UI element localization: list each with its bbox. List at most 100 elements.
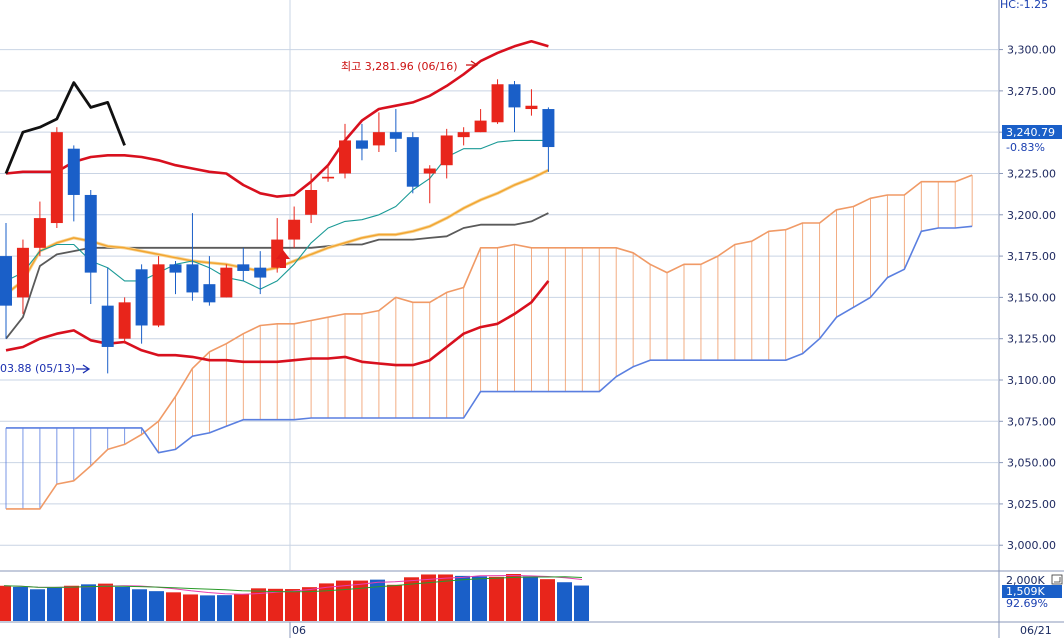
volume-bar bbox=[506, 574, 521, 621]
y-tick-label: 3,025.00 bbox=[1007, 498, 1056, 511]
maximize-icon bbox=[1054, 577, 1061, 583]
header-indicator-text: HC:-1.25 bbox=[1000, 0, 1048, 11]
volume-bar bbox=[183, 594, 198, 621]
y-tick-label: 3,275.00 bbox=[1007, 85, 1056, 98]
y-tick-label: 3,225.00 bbox=[1007, 167, 1056, 180]
high-arrow-icon bbox=[466, 60, 479, 70]
candle-body bbox=[440, 135, 453, 166]
volume-bar bbox=[217, 595, 232, 621]
price-change-text: -0.83% bbox=[1006, 141, 1045, 154]
y-tick-label: 3,125.00 bbox=[1007, 333, 1056, 346]
y-tick-label: 3,050.00 bbox=[1007, 457, 1056, 470]
volume-bar bbox=[557, 582, 572, 621]
candle-body bbox=[84, 194, 97, 273]
volume-max-label: 2,000K bbox=[1006, 574, 1045, 587]
volume-bar bbox=[540, 579, 555, 621]
y-tick-label: 3,100.00 bbox=[1007, 374, 1056, 387]
volume-bar bbox=[319, 583, 334, 621]
candle-body bbox=[50, 132, 63, 224]
y-tick-label: 3,175.00 bbox=[1007, 250, 1056, 263]
candle-body bbox=[372, 132, 385, 146]
volume-bar bbox=[302, 587, 317, 621]
volume-bar bbox=[30, 589, 45, 621]
volume-bar bbox=[421, 574, 436, 621]
volume-bar bbox=[81, 584, 96, 621]
candle-body bbox=[101, 305, 114, 347]
candle-body bbox=[355, 140, 368, 149]
candle-body bbox=[152, 264, 165, 326]
volume-badge bbox=[1002, 585, 1062, 598]
candle-body bbox=[16, 247, 29, 298]
candle-body bbox=[135, 269, 148, 326]
volume-bar bbox=[200, 595, 215, 621]
candle-body bbox=[508, 84, 521, 108]
volume-ratio-label: 92.69% bbox=[1006, 597, 1048, 610]
volume-bar bbox=[353, 580, 368, 621]
price-badge-value: 3,240.79 bbox=[1006, 126, 1055, 139]
leading-span-b-line bbox=[6, 225, 973, 454]
last-date-label: 06/21 bbox=[1020, 624, 1052, 637]
volume-bar bbox=[132, 589, 147, 621]
volume-bar bbox=[387, 584, 402, 621]
candle-body bbox=[33, 218, 46, 248]
volume-bar bbox=[251, 588, 266, 621]
candle-body bbox=[118, 302, 131, 339]
candle-body bbox=[457, 132, 470, 138]
candlestick-series bbox=[0, 79, 555, 374]
volume-bar bbox=[574, 585, 589, 621]
volume-bar bbox=[234, 593, 249, 621]
volume-bar bbox=[115, 586, 130, 621]
candle-body bbox=[423, 168, 436, 174]
high-annotation: 최고 3,281.96 (06/16) bbox=[341, 60, 458, 73]
candle-body bbox=[220, 267, 233, 298]
volume-bar bbox=[149, 591, 164, 621]
bollinger-upper-line bbox=[5, 40, 549, 198]
volume-bar bbox=[47, 587, 62, 621]
candle-body bbox=[67, 148, 80, 195]
candle-body bbox=[474, 120, 487, 133]
ichimoku-cloud bbox=[5, 174, 973, 510]
volume-bar bbox=[523, 576, 538, 621]
volume-bar bbox=[370, 579, 385, 621]
y-tick-label: 3,075.00 bbox=[1007, 415, 1056, 428]
candle-body bbox=[406, 137, 419, 187]
candle-body bbox=[525, 105, 538, 110]
candle-body bbox=[491, 84, 504, 123]
volume-bar bbox=[455, 575, 470, 621]
low-arrow-icon bbox=[76, 364, 91, 374]
panel-toggle-button[interactable] bbox=[1051, 574, 1063, 585]
volume-bar bbox=[489, 576, 504, 621]
volume-bar bbox=[336, 580, 351, 621]
volume-bar bbox=[285, 589, 300, 621]
bollinger-lower-line bbox=[5, 280, 550, 367]
volume-current-label: 1,509K bbox=[1006, 585, 1045, 598]
y-tick-label: 3,300.00 bbox=[1007, 44, 1056, 57]
volume-ma-long-line bbox=[3, 576, 583, 593]
lagging-span-line bbox=[4, 81, 126, 175]
volume-bar bbox=[98, 583, 113, 621]
candle-body bbox=[186, 264, 199, 293]
volume-bar bbox=[0, 585, 11, 621]
candle-body bbox=[288, 219, 301, 240]
y-tick-label: 3,200.00 bbox=[1007, 209, 1056, 222]
volume-bar bbox=[404, 577, 419, 621]
candle-body bbox=[203, 284, 216, 303]
candle-body bbox=[339, 140, 351, 174]
volume-bar bbox=[472, 576, 487, 621]
candle-body bbox=[542, 109, 555, 148]
candle-body bbox=[0, 256, 12, 306]
volume-panel bbox=[0, 574, 589, 621]
volume-bar bbox=[268, 588, 283, 621]
y-tick-label: 3,150.00 bbox=[1007, 291, 1056, 304]
low-annotation: 03.88 (05/13) bbox=[0, 362, 75, 375]
price-badge bbox=[1002, 125, 1062, 139]
candle-body bbox=[389, 132, 402, 139]
leading-span-a-line bbox=[6, 174, 973, 510]
y-tick-label: 3,000.00 bbox=[1007, 539, 1056, 552]
volume-bar bbox=[13, 586, 28, 621]
volume-bar bbox=[438, 574, 453, 621]
month-label: 06 bbox=[292, 624, 306, 637]
volume-bar bbox=[166, 592, 181, 621]
candle-body bbox=[237, 264, 250, 271]
